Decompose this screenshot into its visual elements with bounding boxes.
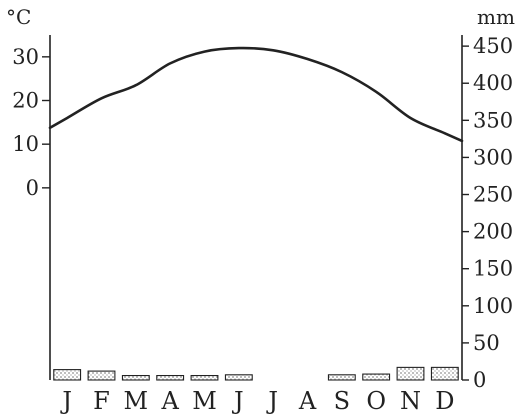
left-tick-label: 20 [12,89,39,113]
precipitation-bar [53,369,82,381]
right-tick-label: 250 [473,183,513,207]
month-label: M [192,387,217,415]
month-label: J [231,387,244,415]
left-tick-label: 30 [12,45,39,69]
precipitation-bar [121,374,150,381]
left-axis-unit: °C [6,5,31,29]
month-label: A [298,387,317,415]
month-label: J [265,387,278,415]
right-tick-label: 350 [473,108,513,132]
left-tick-label: 10 [12,132,39,156]
month-label: M [124,387,149,415]
right-tick-label: 300 [473,145,513,169]
precipitation-bar [156,374,185,381]
month-label: S [334,387,350,415]
left-tick-label: 0 [26,176,39,200]
month-label: O [366,387,386,415]
month-label: D [435,387,454,415]
right-axis-unit: mm [477,5,515,29]
right-tick-label: 0 [473,368,486,392]
precipitation-bars [53,366,459,381]
precipitation-bar [362,373,391,381]
month-label: J [59,387,72,415]
precipitation-bar [224,374,253,381]
temperature-line [48,46,464,143]
precipitation-bar [190,374,219,381]
month-label: A [160,387,179,415]
right-tick-label: 400 [473,71,513,95]
month-label: N [400,387,421,415]
month-label: F [93,387,110,415]
right-tick-label: 450 [473,34,513,58]
left-axis-ticks: 0 10 20 30 [12,45,50,200]
right-tick-label: 200 [473,220,513,244]
precipitation-bar [327,374,356,381]
precipitation-bar [87,370,116,381]
right-axis-ticks: 0 50 100 150 200 250 300 350 400 450 [462,34,513,392]
precipitation-bar [396,366,425,381]
precipitation-bar [430,366,459,381]
right-tick-label: 50 [473,331,500,355]
right-tick-label: 150 [473,257,513,281]
right-tick-label: 100 [473,294,513,318]
